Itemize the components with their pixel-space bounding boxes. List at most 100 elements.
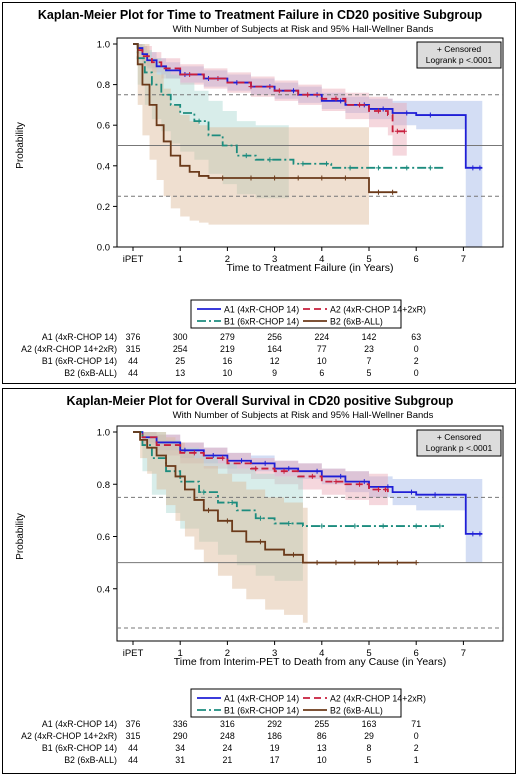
- risk-count: 336: [173, 719, 188, 729]
- risk-count: 0: [414, 368, 419, 378]
- risk-count: 31: [175, 755, 185, 765]
- censor-mark: [352, 560, 358, 566]
- y-axis-label: Probability: [15, 122, 26, 169]
- censor-mark: [267, 157, 273, 163]
- risk-count: 376: [126, 332, 141, 342]
- risk-count: 5: [367, 368, 372, 378]
- risk-count: 2: [414, 356, 419, 366]
- legend-label-1: A1 (4xR-CHOP 14): [224, 694, 299, 704]
- inset-box: [416, 41, 502, 69]
- risk-count: 19: [270, 743, 280, 753]
- y-tick-label: 0.4: [97, 584, 110, 595]
- chart-title: Kaplan-Meier Plot for Overall Survival i…: [67, 394, 454, 408]
- censor-mark: [385, 484, 391, 490]
- censor-mark: [286, 466, 292, 472]
- censor-mark: [427, 112, 433, 118]
- censor-mark: [375, 108, 381, 114]
- risk-count: 0: [414, 344, 419, 354]
- risk-count: 279: [220, 332, 235, 342]
- censor-mark: [257, 515, 263, 521]
- censor-mark: [253, 466, 259, 472]
- risk-count: 224: [314, 332, 329, 342]
- censor-mark: [229, 500, 235, 506]
- risk-count: 255: [314, 719, 329, 729]
- legend-label-3: B1 (6xR-CHOP 14): [224, 317, 299, 327]
- risk-count: 142: [362, 332, 377, 342]
- censor-mark: [437, 523, 443, 529]
- confidence-band-4: [133, 44, 369, 225]
- risk-count: 186: [267, 731, 282, 741]
- censor-mark: [413, 560, 419, 566]
- risk-count: 9: [272, 368, 277, 378]
- risk-count: 44: [128, 755, 138, 765]
- risk-count: 63: [411, 332, 421, 342]
- censor-mark: [404, 165, 410, 171]
- censor-mark: [210, 453, 216, 459]
- confidence-bands: [133, 44, 483, 247]
- inset-censored-label: + Censored: [437, 44, 481, 54]
- x-tick-label: iPET: [123, 648, 144, 659]
- risk-row-label: B1 (6xR-CHOP 14): [42, 356, 117, 366]
- risk-count: 219: [220, 344, 235, 354]
- survival-curve-1: [133, 431, 483, 535]
- survival-curve-3: [133, 431, 445, 527]
- risk-count: 2: [414, 743, 419, 753]
- inset-logrank-label: Logrank p <.0001: [426, 55, 493, 65]
- censor-mark: [224, 518, 230, 524]
- confidence-band-1: [133, 44, 483, 247]
- censor-mark: [295, 175, 301, 181]
- censor-mark: [470, 531, 476, 537]
- censor-mark: [196, 118, 202, 124]
- censor-mark: [182, 447, 188, 453]
- chart-subtitle: With Number of Subjects at Risk and 95% …: [173, 24, 434, 35]
- censor-mark: [215, 76, 221, 82]
- risk-count: 13: [317, 743, 327, 753]
- risk-count: 248: [220, 731, 235, 741]
- risk-count: 10: [317, 356, 327, 366]
- censor-mark: [470, 165, 476, 171]
- risk-count: 256: [267, 332, 282, 342]
- censor-mark: [375, 486, 381, 492]
- survival-curve-2: [133, 431, 389, 493]
- risk-count: 25: [175, 356, 185, 366]
- censor-mark: [220, 175, 226, 181]
- risk-count: 34: [175, 743, 185, 753]
- censor-mark: [333, 96, 339, 102]
- x-tick-label: 3: [272, 254, 277, 265]
- censor-mark: [432, 492, 438, 498]
- risk-row-label: A1 (4xR-CHOP 14): [42, 332, 117, 342]
- censor-mark: [408, 489, 414, 495]
- inset-logrank-label: Logrank p <.0001: [426, 443, 493, 453]
- legend-box: [190, 688, 402, 718]
- censor-mark: [309, 473, 315, 479]
- y-tick-label: 0.6: [97, 121, 110, 132]
- inset-box: [416, 429, 502, 457]
- censor-mark: [262, 460, 268, 466]
- risk-count: 254: [173, 344, 188, 354]
- censor-mark: [206, 507, 212, 513]
- y-tick-label: 0.4: [97, 161, 110, 172]
- censor-mark: [314, 468, 320, 474]
- censor-mark: [272, 175, 278, 181]
- censor-mark: [220, 455, 226, 461]
- censor-mark: [281, 468, 287, 474]
- x-tick-label: 7: [461, 254, 466, 265]
- censor-mark: [300, 161, 306, 167]
- censor-mark: [390, 189, 396, 195]
- risk-count: 164: [267, 344, 282, 354]
- censor-mark: [342, 175, 348, 181]
- risk-count: 5: [367, 755, 372, 765]
- censor-mark: [276, 88, 282, 94]
- x-tick-label: 1: [178, 648, 183, 659]
- survival-curve-1: [133, 43, 483, 169]
- risk-count: 16: [223, 356, 233, 366]
- confidence-bands: [133, 432, 483, 623]
- censor-mark: [338, 98, 344, 104]
- x-axis-label: Time to Treatment Failure (in Years): [226, 262, 393, 274]
- censor-mark: [338, 473, 344, 479]
- x-tick-label: 7: [461, 648, 466, 659]
- censor-mark: [333, 560, 339, 566]
- censor-mark: [352, 523, 358, 529]
- x-tick-label: 2: [225, 254, 230, 265]
- x-tick-label: 1: [178, 254, 183, 265]
